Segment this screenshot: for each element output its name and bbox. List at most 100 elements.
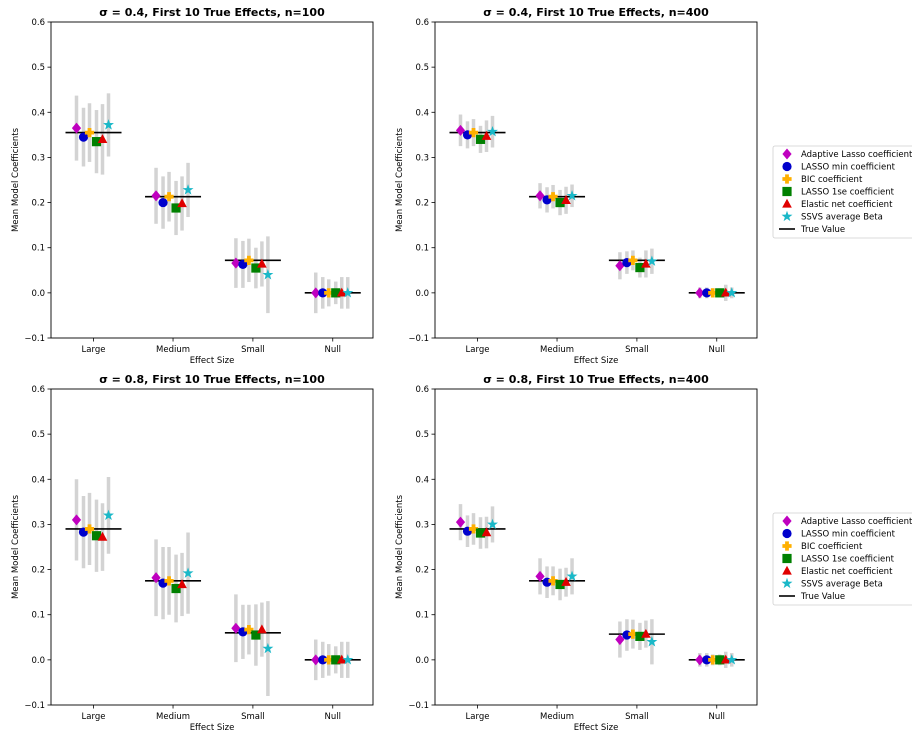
- y-tick-label: 0.3: [31, 153, 45, 163]
- x-tick-label-medium: Medium: [540, 345, 574, 355]
- legend-box: [772, 145, 912, 239]
- x-tick-label-medium: Medium: [156, 345, 190, 355]
- point-ssvs-average-beta: [103, 509, 114, 521]
- point-bic-coefficient: [324, 288, 334, 298]
- point-lasso-min-coefficient: [702, 288, 712, 298]
- point-lasso-1se-coefficient: [171, 583, 181, 594]
- point-elastic-net-coefficient: [720, 287, 731, 297]
- point-adaptive-lasso-coefficient: [151, 190, 161, 202]
- point-bic-coefficient: [708, 655, 718, 665]
- point-adaptive-lasso-coefficient: [71, 514, 82, 526]
- plot-frame: [434, 21, 758, 339]
- legend-marker-lasso-1se-coefficient: [782, 553, 792, 564]
- point-ssvs-average-beta: [342, 654, 354, 665]
- legend-label-lasso-1se-coefficient: LASSO 1se coefficient: [801, 555, 895, 565]
- point-lasso-1se-coefficient: [635, 262, 645, 273]
- chart-panel-2: σ = 0.4, First 10 True Effects, n=400 −0.…: [395, 6, 912, 366]
- plot-frame: [50, 388, 374, 706]
- legend-label-lasso-min-coefficient: LASSO min coefficient: [801, 163, 896, 173]
- point-elastic-net-coefficient: [641, 258, 651, 268]
- x-tick-label-large: Large: [82, 345, 106, 355]
- point-elastic-net-coefficient: [336, 287, 347, 297]
- y-tick-label: 0.4: [31, 108, 45, 118]
- legend-label-ssvs-average-beta: SSVS average Beta: [801, 213, 883, 223]
- point-lasso-1se-coefficient: [91, 531, 102, 541]
- legend-marker-elastic-net-coefficient: [782, 565, 792, 575]
- plot-frame: [50, 21, 374, 339]
- legend-marker-adaptive-lasso-coefficient: [782, 148, 792, 160]
- point-adaptive-lasso-coefficient: [615, 260, 625, 272]
- point-elastic-net-coefficient: [641, 628, 651, 638]
- legend-marker-elastic-net-coefficient: [782, 198, 792, 208]
- point-ssvs-average-beta: [646, 636, 658, 647]
- x-axis-label: Effect Size: [190, 356, 235, 366]
- x-tick-label-small: Small: [625, 345, 649, 355]
- point-adaptive-lasso-coefficient: [231, 257, 241, 269]
- y-tick-label: 0.3: [31, 520, 45, 530]
- point-ssvs-average-beta: [487, 518, 498, 530]
- point-lasso-1se-coefficient: [171, 203, 181, 213]
- point-ssvs-average-beta: [566, 570, 578, 581]
- y-tick-label: 0.0: [31, 289, 45, 299]
- y-tick-label: 0.5: [415, 430, 429, 440]
- legend: Adaptive Lasso coefficient LASSO min coef…: [772, 145, 912, 239]
- y-tick-label: 0.3: [415, 153, 429, 163]
- point-lasso-1se-coefficient: [635, 631, 645, 641]
- x-tick-label-large: Large: [466, 712, 490, 722]
- legend-label-bic-coefficient: BIC coefficient: [801, 175, 863, 185]
- legend-label-adaptive-lasso-coefficient: Adaptive Lasso coefficient: [801, 517, 912, 527]
- point-bic-coefficient: [324, 655, 334, 665]
- point-elastic-net-coefficient: [257, 258, 267, 268]
- y-tick-label: 0.4: [31, 475, 45, 485]
- point-elastic-net-coefficient: [481, 130, 492, 140]
- y-tick-label: 0.2: [415, 566, 429, 576]
- y-axis-label: Mean Model Coefficients: [395, 494, 405, 599]
- legend-label-adaptive-lasso-coefficient: Adaptive Lasso coefficient: [801, 150, 912, 160]
- point-elastic-net-coefficient: [720, 654, 731, 664]
- legend-marker-lasso-1se-coefficient: [782, 186, 792, 197]
- legend-label-lasso-1se-coefficient: LASSO 1se coefficient: [801, 188, 895, 198]
- point-ssvs-average-beta: [566, 190, 578, 201]
- y-tick-label: 0.5: [31, 63, 45, 73]
- point-ssvs-average-beta: [646, 255, 658, 266]
- legend: Adaptive Lasso coefficient LASSO min coef…: [772, 512, 912, 606]
- point-ssvs-average-beta: [342, 287, 354, 298]
- y-axis-label: Mean Model Coefficients: [395, 127, 405, 232]
- x-axis-label: Effect Size: [574, 723, 619, 732]
- point-bic-coefficient: [244, 255, 254, 265]
- chart-title: σ = 0.4, First 10 True Effects, n=400: [483, 6, 709, 19]
- legend-marker-ssvs-average-beta: [781, 210, 793, 222]
- point-ssvs-average-beta: [262, 269, 274, 280]
- y-tick-label: 0.5: [415, 63, 429, 73]
- chart-title: σ = 0.4, First 10 True Effects, n=100: [99, 6, 325, 19]
- x-tick-label-small: Small: [625, 712, 649, 722]
- point-lasso-1se-coefficient: [715, 655, 725, 665]
- chart-panels: σ = 0.4, First 10 True Effects, n=100 −0.…: [11, 6, 912, 732]
- point-lasso-1se-coefficient: [475, 134, 486, 144]
- point-elastic-net-coefficient: [97, 531, 108, 541]
- legend-marker-bic-coefficient: [782, 174, 792, 184]
- y-tick-label: 0.1: [415, 244, 429, 254]
- legend-label-true-value: True Value: [800, 592, 845, 602]
- point-adaptive-lasso-coefficient: [535, 190, 545, 202]
- point-adaptive-lasso-coefficient: [695, 287, 705, 299]
- legend-marker-bic-coefficient: [782, 541, 792, 551]
- point-elastic-net-coefficient: [481, 527, 492, 537]
- point-lasso-min-coefficient: [702, 655, 712, 665]
- point-lasso-1se-coefficient: [251, 263, 261, 273]
- x-tick-label-null: Null: [325, 712, 341, 722]
- point-elastic-net-coefficient: [336, 654, 347, 664]
- point-lasso-1se-coefficient: [555, 579, 565, 590]
- y-tick-label: 0.0: [415, 656, 429, 666]
- legend-label-bic-coefficient: BIC coefficient: [801, 542, 863, 552]
- y-tick-label: 0.6: [31, 18, 45, 28]
- x-tick-label-small: Small: [241, 712, 265, 722]
- point-lasso-min-coefficient: [158, 197, 168, 208]
- y-tick-label: 0.0: [415, 289, 429, 299]
- legend-marker-lasso-min-coefficient: [782, 161, 792, 172]
- point-bic-coefficient: [548, 576, 558, 586]
- point-elastic-net-coefficient: [177, 579, 187, 589]
- legend-label-ssvs-average-beta: SSVS average Beta: [801, 580, 883, 590]
- legend-marker-lasso-min-coefficient: [782, 528, 792, 539]
- x-tick-label-medium: Medium: [540, 712, 574, 722]
